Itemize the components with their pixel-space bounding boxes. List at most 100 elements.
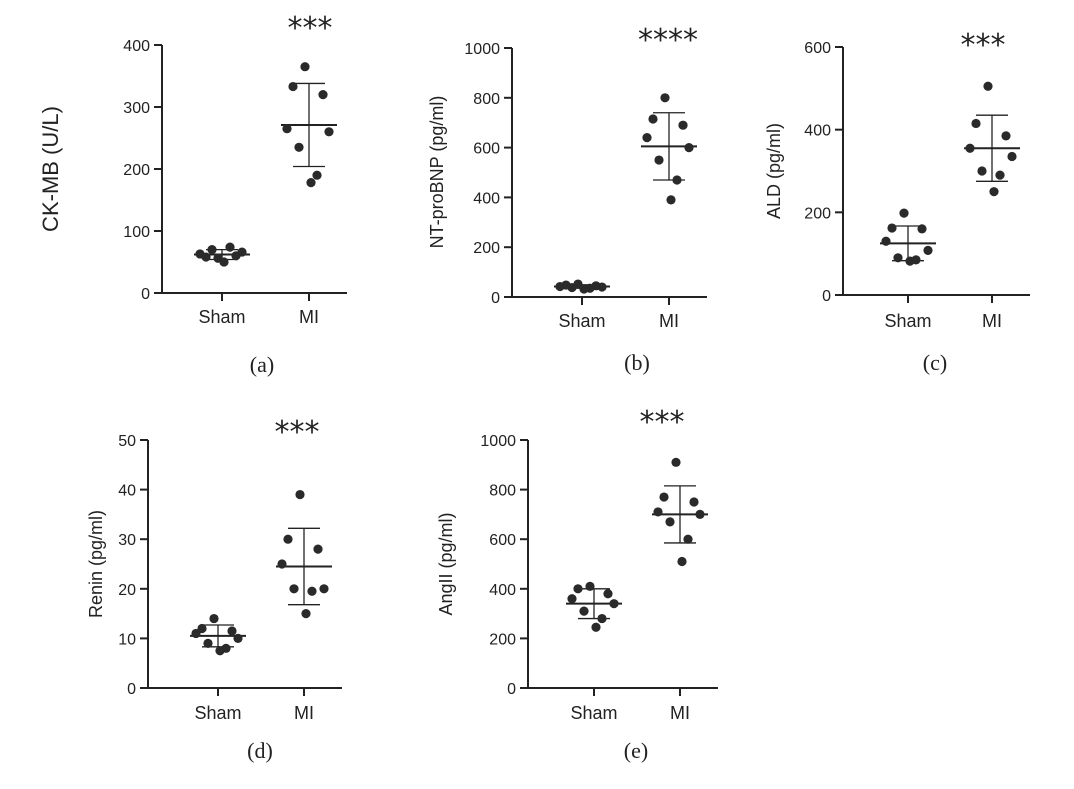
data-point-sham [887,223,897,233]
data-point-mi [671,457,681,467]
x-tick-label-sham: Sham [884,311,931,331]
y-tick-label: 10 [118,631,136,648]
panel-caption: (a) [250,352,274,377]
data-point-mi [289,584,299,594]
data-point-sham [191,628,201,639]
x-tick-label-mi: MI [659,311,679,331]
y-tick-label: 200 [804,205,831,222]
data-point-mi [318,90,328,100]
data-point-mi [971,118,981,129]
panel-5: 0 200 400 600 800 1000 Sham MI AngII (pg/ml) *** (… [436,405,718,763]
data-point-mi [324,127,334,137]
y-tick-label: 200 [489,631,516,648]
data-point-sham [219,257,229,267]
data-point-mi [995,170,1005,180]
data-point-mi [977,166,987,176]
x-tick-label-sham: Sham [198,307,245,327]
data-point-mi [672,175,682,185]
y-tick-label: 400 [123,38,150,55]
x-tick-label-mi: MI [982,311,1002,331]
data-point-sham [227,626,237,636]
data-point-mi [684,143,694,153]
data-point-mi [689,497,699,507]
data-point-sham [609,599,619,609]
data-point-mi [666,195,676,205]
panel-1: 0 100 200 300 400 Sham MI CK-MB (U/L) *** (a) [38,11,347,377]
y-tick-label: 600 [489,532,516,549]
data-point-sham [899,208,909,218]
data-point-sham [597,282,607,292]
data-point-sham [893,253,903,263]
data-point-mi [648,114,658,124]
y-tick-label: 0 [507,681,516,698]
data-point-mi [1001,131,1011,141]
y-tick-label: 1000 [480,433,516,450]
significance-marker: *** [961,28,1006,63]
data-point-sham [233,633,243,644]
y-tick-label: 200 [473,240,500,257]
y-tick-label: 0 [822,288,831,305]
panel-caption: (b) [624,350,650,375]
data-point-sham [237,247,247,257]
data-point-mi [653,507,663,517]
data-point-sham [555,281,565,292]
data-point-sham [207,245,217,255]
data-point-mi [654,155,664,165]
y-tick-label: 600 [804,40,831,57]
significance-marker: *** [640,405,685,440]
data-point-mi [695,509,705,519]
data-point-mi [295,489,305,500]
y-tick-label: 50 [118,433,136,450]
y-tick-label: 40 [118,483,136,500]
data-point-sham [215,646,225,656]
data-point-mi [277,559,287,569]
panel-2: 0 200 400 600 800 1000 Sham MI NT-proBNP (pg/ml)… [427,23,707,375]
data-point-sham [597,613,607,624]
panel-caption: (d) [247,738,273,763]
data-point-sham [567,594,577,604]
data-point-mi [989,187,999,197]
data-point-mi [306,178,316,188]
data-point-mi [683,534,693,544]
data-point-sham [209,613,219,624]
y-axis-label: NT-proBNP (pg/ml) [427,96,447,249]
data-point-mi [983,81,993,91]
data-point-sham [567,282,577,293]
significance-marker: **** [638,23,698,58]
data-point-mi [294,142,304,152]
data-point-sham [881,236,891,246]
y-axis-label: AngII (pg/ml) [436,512,456,615]
y-tick-label: 20 [118,582,136,599]
y-tick-label: 600 [473,141,500,158]
data-point-mi [965,143,975,153]
data-point-sham [203,638,213,648]
data-point-mi [288,81,298,92]
data-point-mi [282,124,292,134]
y-tick-label: 300 [123,100,150,117]
data-point-mi [678,120,688,130]
y-tick-label: 0 [141,286,150,303]
x-tick-label-mi: MI [670,703,690,723]
data-point-mi [665,517,675,527]
y-tick-label: 1000 [464,41,500,58]
data-point-mi [300,62,310,72]
data-point-mi [1007,151,1017,162]
y-tick-label: 0 [127,681,136,698]
data-point-mi [319,584,329,594]
data-point-mi [659,492,669,502]
panel-4: 0 10 20 30 40 50 Sham MI Renin (pg/ml) *** (d) [86,415,342,763]
y-tick-label: 30 [118,532,136,549]
significance-marker: *** [288,11,333,46]
data-point-mi [313,544,323,554]
x-tick-label-sham: Sham [558,311,605,331]
data-point-mi [677,556,687,567]
data-point-sham [603,589,613,599]
data-point-mi [301,609,311,619]
data-point-sham [195,249,205,259]
y-tick-label: 400 [473,190,500,207]
y-axis-label: Renin (pg/ml) [86,510,106,618]
y-tick-label: 400 [804,123,831,140]
y-tick-label: 0 [491,290,500,307]
y-tick-label: 800 [489,483,516,500]
